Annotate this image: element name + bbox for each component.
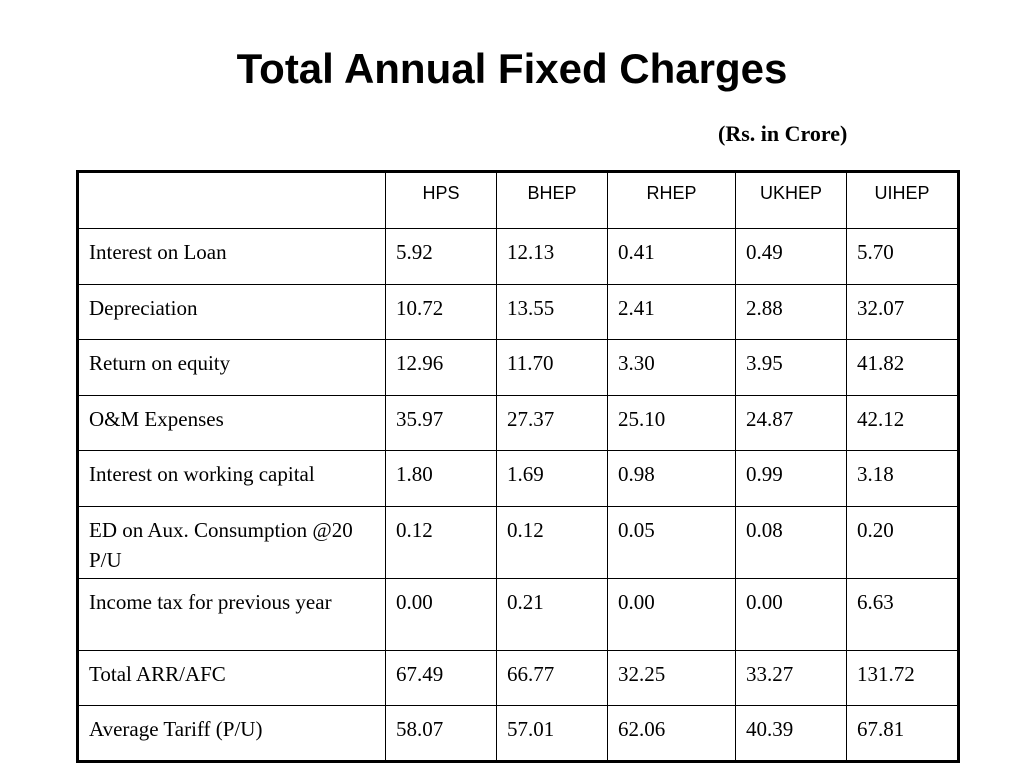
table-cell: 0.41 — [607, 228, 736, 285]
table-cell: 3.18 — [846, 450, 959, 507]
table-cell: 5.70 — [846, 228, 959, 285]
row-label: Depreciation — [77, 283, 386, 340]
table-cell: 0.98 — [607, 450, 736, 507]
table-cell: 62.06 — [607, 705, 736, 762]
header-cell-ukhep: UKHEP — [735, 171, 847, 229]
row-label: Return on equity — [77, 339, 386, 396]
table-cell: 35.97 — [385, 394, 497, 451]
table-cell: 33.27 — [735, 649, 847, 706]
table-cell: 0.00 — [385, 577, 497, 651]
table-row: ED on Aux. Consumption @20 P/U 0.12 0.12… — [77, 505, 959, 579]
table-cell: 0.12 — [496, 505, 608, 579]
table-row: Income tax for previous year 0.00 0.21 0… — [77, 577, 959, 651]
header-cell-uihep: UIHEP — [846, 171, 959, 229]
header-cell-bhep: BHEP — [496, 171, 608, 229]
table-cell: 41.82 — [846, 339, 959, 396]
row-label: Interest on Loan — [77, 228, 386, 285]
table-row: O&M Expenses 35.97 27.37 25.10 24.87 42.… — [77, 394, 959, 451]
table-cell: 2.41 — [607, 283, 736, 340]
table-cell: 32.07 — [846, 283, 959, 340]
table-cell: 12.96 — [385, 339, 497, 396]
table-cell: 40.39 — [735, 705, 847, 762]
table-cell: 0.20 — [846, 505, 959, 579]
header-cell-rhep: RHEP — [607, 171, 736, 229]
table-cell: 42.12 — [846, 394, 959, 451]
table-cell: 0.21 — [496, 577, 608, 651]
table-cell: 0.05 — [607, 505, 736, 579]
row-label: Total ARR/AFC — [77, 649, 386, 706]
table-cell: 58.07 — [385, 705, 497, 762]
page-title: Total Annual Fixed Charges — [236, 45, 788, 92]
table-cell: 24.87 — [735, 394, 847, 451]
table-cell: 13.55 — [496, 283, 608, 340]
table-cell: 0.49 — [735, 228, 847, 285]
row-label: Average Tariff (P/U) — [77, 705, 386, 762]
header-cell-empty — [77, 171, 386, 229]
table-cell: 0.99 — [735, 450, 847, 507]
unit-note: (Rs. in Crore) — [718, 121, 848, 146]
table-cell: 27.37 — [496, 394, 608, 451]
table-cell: 6.63 — [846, 577, 959, 651]
row-label: Interest on working capital — [77, 450, 386, 507]
table-cell: 57.01 — [496, 705, 608, 762]
table-cell: 12.13 — [496, 228, 608, 285]
row-label: O&M Expenses — [77, 394, 386, 451]
table-row: Average Tariff (P/U) 58.07 57.01 62.06 4… — [77, 705, 959, 762]
table-cell: 10.72 — [385, 283, 497, 340]
table-cell: 1.80 — [385, 450, 497, 507]
table-cell: 0.08 — [735, 505, 847, 579]
table-cell: 1.69 — [496, 450, 608, 507]
table-cell: 0.00 — [735, 577, 847, 651]
table-cell: 66.77 — [496, 649, 608, 706]
table-cell: 25.10 — [607, 394, 736, 451]
table-cell: 2.88 — [735, 283, 847, 340]
table-cell: 0.00 — [607, 577, 736, 651]
table-cell: 32.25 — [607, 649, 736, 706]
table-cell: 131.72 — [846, 649, 959, 706]
table-cell: 3.30 — [607, 339, 736, 396]
table-row: Interest on working capital 1.80 1.69 0.… — [77, 450, 959, 507]
header-cell-hps: HPS — [385, 171, 497, 229]
table-row: Return on equity 12.96 11.70 3.30 3.95 4… — [77, 339, 959, 396]
table-cell: 5.92 — [385, 228, 497, 285]
table-row: Total ARR/AFC 67.49 66.77 32.25 33.27 13… — [77, 649, 959, 706]
table-cell: 11.70 — [496, 339, 608, 396]
table-cell: 0.12 — [385, 505, 497, 579]
table-cell: 3.95 — [735, 339, 847, 396]
table-row: Interest on Loan 5.92 12.13 0.41 0.49 5.… — [77, 228, 959, 285]
fixed-charges-table: HPS BHEP RHEP UKHEP UIHEP Interest on Lo… — [76, 170, 960, 763]
table-cell: 67.81 — [846, 705, 959, 762]
table-header-row: HPS BHEP RHEP UKHEP UIHEP — [77, 171, 959, 229]
table-cell: 67.49 — [385, 649, 497, 706]
row-label: ED on Aux. Consumption @20 P/U — [77, 505, 386, 579]
table-row: Depreciation 10.72 13.55 2.41 2.88 32.07 — [77, 283, 959, 340]
row-label: Income tax for previous year — [77, 577, 386, 651]
